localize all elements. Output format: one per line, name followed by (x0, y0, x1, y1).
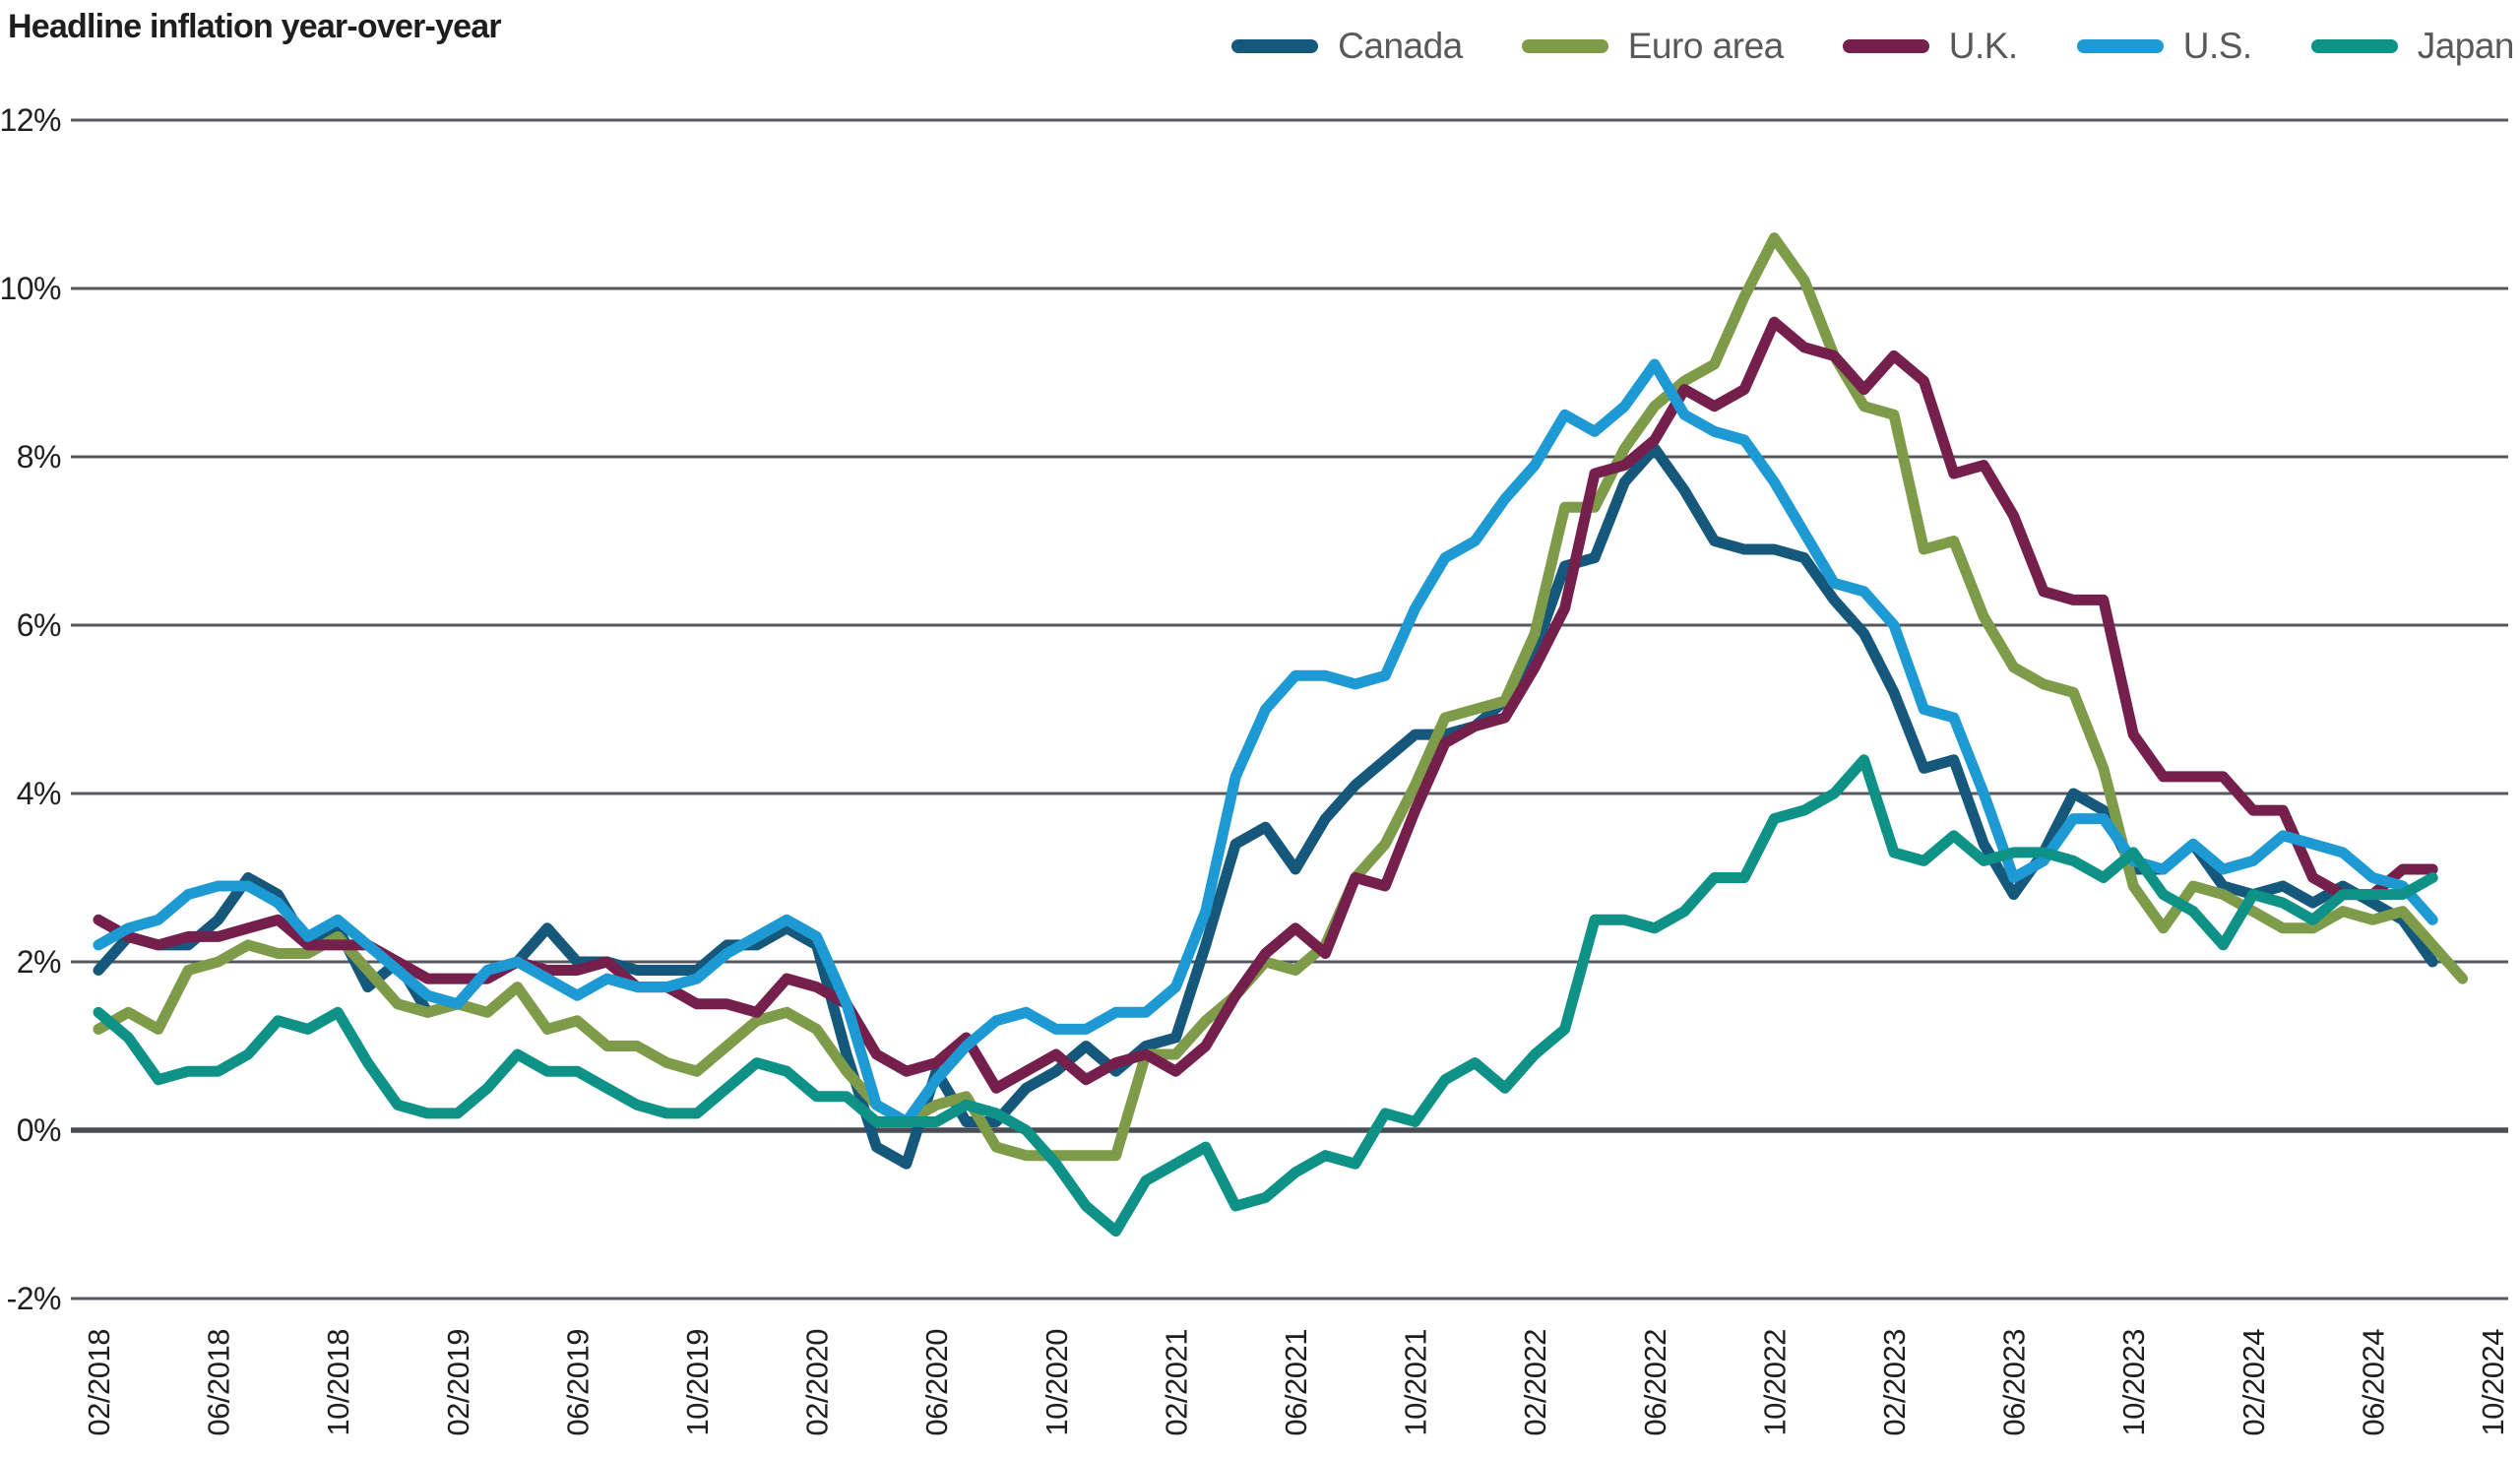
series-line-u-s (93, 358, 2438, 1127)
legend-swatch (2310, 39, 2398, 53)
legend-item-u-k: U.K. (1842, 26, 2018, 67)
y-tick-label: 8% (17, 439, 61, 475)
x-tick-label: 06/2024 (2356, 1329, 2390, 1436)
legend-item-japan: Japan (2310, 26, 2515, 67)
x-tick-label: 06/2020 (919, 1329, 954, 1436)
legend-swatch (2076, 39, 2164, 53)
series-line-euro-area (93, 232, 2469, 1162)
legend-swatch (1842, 39, 1929, 53)
x-tick-label: 10/2020 (1040, 1329, 1074, 1436)
y-tick-label: -2% (7, 1281, 61, 1316)
x-tick-label: 10/2018 (321, 1329, 355, 1436)
y-tick-label: 2% (17, 944, 61, 980)
x-tick-label: 02/2023 (1877, 1329, 1912, 1436)
legend-label: Canada (1338, 26, 1463, 66)
x-tick-label: 10/2021 (1399, 1329, 1433, 1436)
x-tick-label: 02/2024 (2236, 1329, 2271, 1436)
y-axis-labels: 12% 10% 8% 6% 4% 2% 0% -2% (0, 102, 62, 1316)
x-tick-label: 02/2019 (441, 1329, 475, 1436)
chart-title: Headline inflation year-over-year (8, 8, 502, 45)
x-tick-label: 10/2019 (680, 1329, 715, 1436)
x-tick-label: 02/2021 (1159, 1329, 1193, 1436)
legend: Canada Euro area U.K. U.S. Japan (1231, 26, 2515, 67)
legend-item-euro-area: Euro area (1521, 26, 1785, 67)
x-tick-label: 10/2023 (2116, 1329, 2151, 1436)
y-tick-label: 4% (17, 776, 61, 811)
y-tick-label: 10% (0, 271, 61, 306)
x-tick-label: 02/2022 (1518, 1329, 1552, 1436)
x-tick-label: 06/2021 (1279, 1329, 1313, 1436)
series-line-canada (93, 443, 2438, 1170)
x-tick-label: 06/2019 (560, 1329, 595, 1436)
series-line-u-k (93, 316, 2438, 1094)
legend-item-u-s: U.S. (2076, 26, 2252, 67)
x-tick-label: 06/2022 (1638, 1329, 1672, 1436)
series-line-japan (93, 754, 2438, 1237)
y-tick-label: 12% (0, 102, 61, 138)
x-tick-label: 10/2024 (2476, 1329, 2510, 1436)
legend-swatch (1231, 39, 1319, 53)
legend-label: U.K. (1948, 26, 2018, 66)
series-lines (93, 232, 2469, 1237)
x-tick-label: 02/2018 (82, 1329, 116, 1436)
legend-label: Japan (2417, 26, 2515, 66)
legend-label: Euro area (1627, 26, 1785, 66)
x-tick-label: 06/2018 (202, 1329, 236, 1436)
x-tick-label: 10/2022 (1757, 1329, 1792, 1436)
x-axis-labels: 02/2018 06/2018 10/2018 02/2019 06/2019 10/20… (82, 1329, 2510, 1436)
y-tick-label: 0% (17, 1112, 61, 1148)
x-tick-label: 02/2020 (800, 1329, 835, 1436)
legend-label: U.S. (2182, 26, 2252, 66)
gridlines (71, 118, 2508, 1300)
legend-swatch (1521, 39, 1608, 53)
legend-item-canada: Canada (1231, 26, 1463, 67)
y-tick-label: 6% (17, 607, 61, 643)
x-tick-label: 06/2023 (1997, 1329, 2032, 1436)
